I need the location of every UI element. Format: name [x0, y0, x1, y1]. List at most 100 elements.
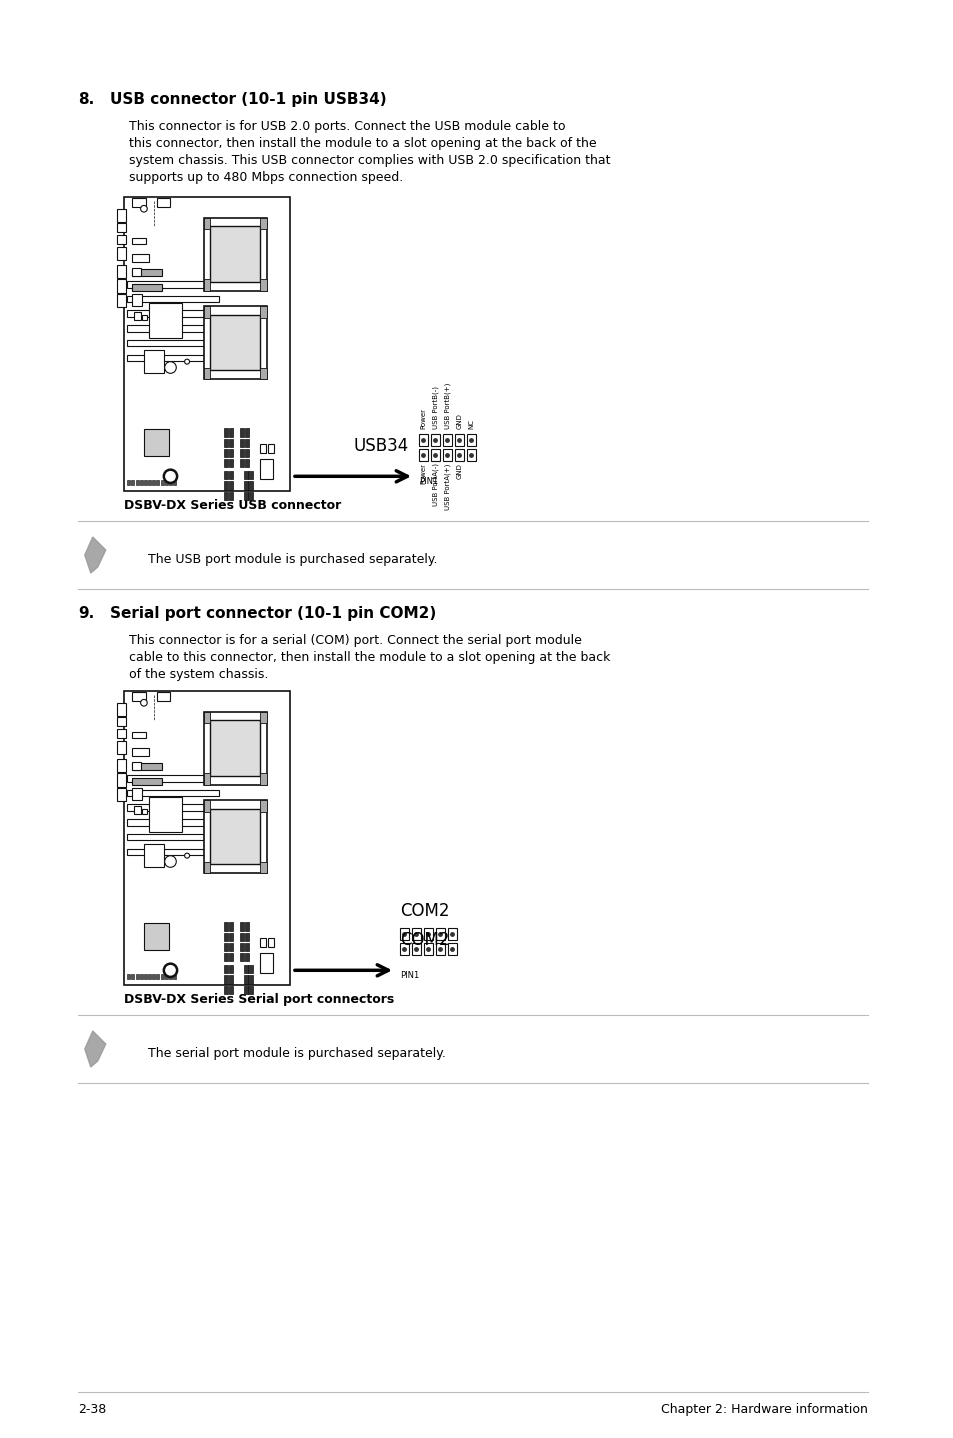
Bar	[240, 429, 244, 437]
Bar	[140, 480, 143, 485]
Bar	[165, 480, 168, 485]
Bar	[240, 922, 244, 930]
Circle shape	[164, 470, 177, 483]
Text: NC: NC	[468, 420, 474, 430]
Bar	[423, 943, 433, 955]
Bar	[412, 929, 420, 940]
Bar	[132, 267, 140, 276]
Bar	[223, 482, 228, 489]
Bar	[229, 943, 233, 951]
Bar	[127, 325, 218, 332]
Bar	[245, 459, 249, 467]
Bar	[260, 712, 267, 723]
Bar	[204, 861, 210, 873]
Circle shape	[165, 856, 176, 867]
Bar	[223, 922, 228, 930]
Bar	[117, 279, 126, 292]
Bar	[223, 953, 228, 962]
Bar	[436, 943, 444, 955]
Bar	[204, 800, 210, 811]
Bar	[127, 775, 218, 781]
Bar	[144, 480, 147, 485]
Bar	[148, 974, 151, 978]
Bar	[399, 943, 409, 955]
Bar	[127, 820, 218, 825]
Text: supports up to 480 Mbps connection speed.: supports up to 480 Mbps connection speed…	[129, 171, 402, 184]
Bar	[260, 938, 266, 946]
Text: cable to this connector, then install the module to a slot opening at the back: cable to this connector, then install th…	[129, 651, 610, 664]
Bar	[243, 482, 248, 489]
Bar	[124, 197, 290, 490]
Bar	[127, 974, 131, 978]
Bar	[243, 472, 248, 479]
Text: Serial port connector (10-1 pin COM2): Serial port connector (10-1 pin COM2)	[111, 605, 436, 621]
Bar	[240, 943, 244, 951]
Bar	[117, 247, 126, 260]
Bar	[144, 349, 164, 374]
Bar	[127, 848, 218, 856]
Bar	[127, 480, 131, 485]
Bar	[144, 844, 164, 867]
Bar	[204, 712, 267, 785]
Bar	[117, 741, 126, 754]
Bar	[127, 834, 218, 840]
Bar	[248, 492, 253, 500]
Bar	[229, 482, 233, 489]
Bar	[229, 985, 233, 994]
Bar	[117, 703, 126, 716]
Circle shape	[184, 853, 190, 858]
Bar	[248, 482, 253, 489]
Text: COM2: COM2	[399, 902, 449, 920]
Text: 2-38: 2-38	[78, 1403, 107, 1416]
Bar	[132, 732, 146, 738]
Bar	[418, 434, 428, 446]
Bar	[157, 198, 171, 207]
Bar	[442, 449, 452, 462]
Bar	[229, 933, 233, 940]
Bar	[172, 974, 175, 978]
Bar	[448, 929, 456, 940]
Text: USB PortA(-): USB PortA(-)	[432, 463, 438, 506]
Bar	[132, 269, 162, 276]
Bar	[223, 439, 228, 447]
Bar	[399, 929, 409, 940]
Bar	[240, 439, 244, 447]
Bar	[260, 459, 274, 479]
Bar	[240, 459, 244, 467]
Bar	[229, 449, 233, 457]
Bar	[132, 255, 149, 262]
Bar	[436, 929, 444, 940]
Bar	[268, 444, 274, 453]
Bar	[144, 430, 169, 456]
Bar	[243, 985, 248, 994]
Bar	[156, 480, 159, 485]
Bar	[423, 929, 433, 940]
Bar	[240, 933, 244, 940]
Bar	[223, 933, 228, 940]
Bar	[223, 943, 228, 951]
Text: GND: GND	[456, 463, 462, 479]
Bar	[260, 306, 267, 318]
Circle shape	[140, 206, 147, 211]
Text: system chassis. This USB connector complies with USB 2.0 specification that: system chassis. This USB connector compl…	[129, 154, 610, 167]
Bar	[229, 965, 233, 974]
Text: this connector, then install the module to a slot opening at the back of the: this connector, then install the module …	[129, 137, 596, 150]
Bar	[124, 692, 290, 985]
Bar	[132, 788, 142, 800]
Bar	[135, 480, 138, 485]
Circle shape	[165, 362, 176, 374]
Bar	[152, 974, 155, 978]
Bar	[245, 933, 249, 940]
Bar	[132, 748, 149, 756]
Bar	[142, 808, 147, 814]
Bar	[117, 223, 126, 233]
Bar	[245, 943, 249, 951]
Text: Power: Power	[420, 463, 426, 485]
Bar	[127, 296, 218, 302]
Bar	[260, 774, 267, 785]
Bar	[127, 311, 218, 316]
Bar	[142, 315, 147, 321]
Bar	[117, 718, 126, 726]
Bar	[144, 974, 147, 978]
Bar	[204, 217, 267, 290]
